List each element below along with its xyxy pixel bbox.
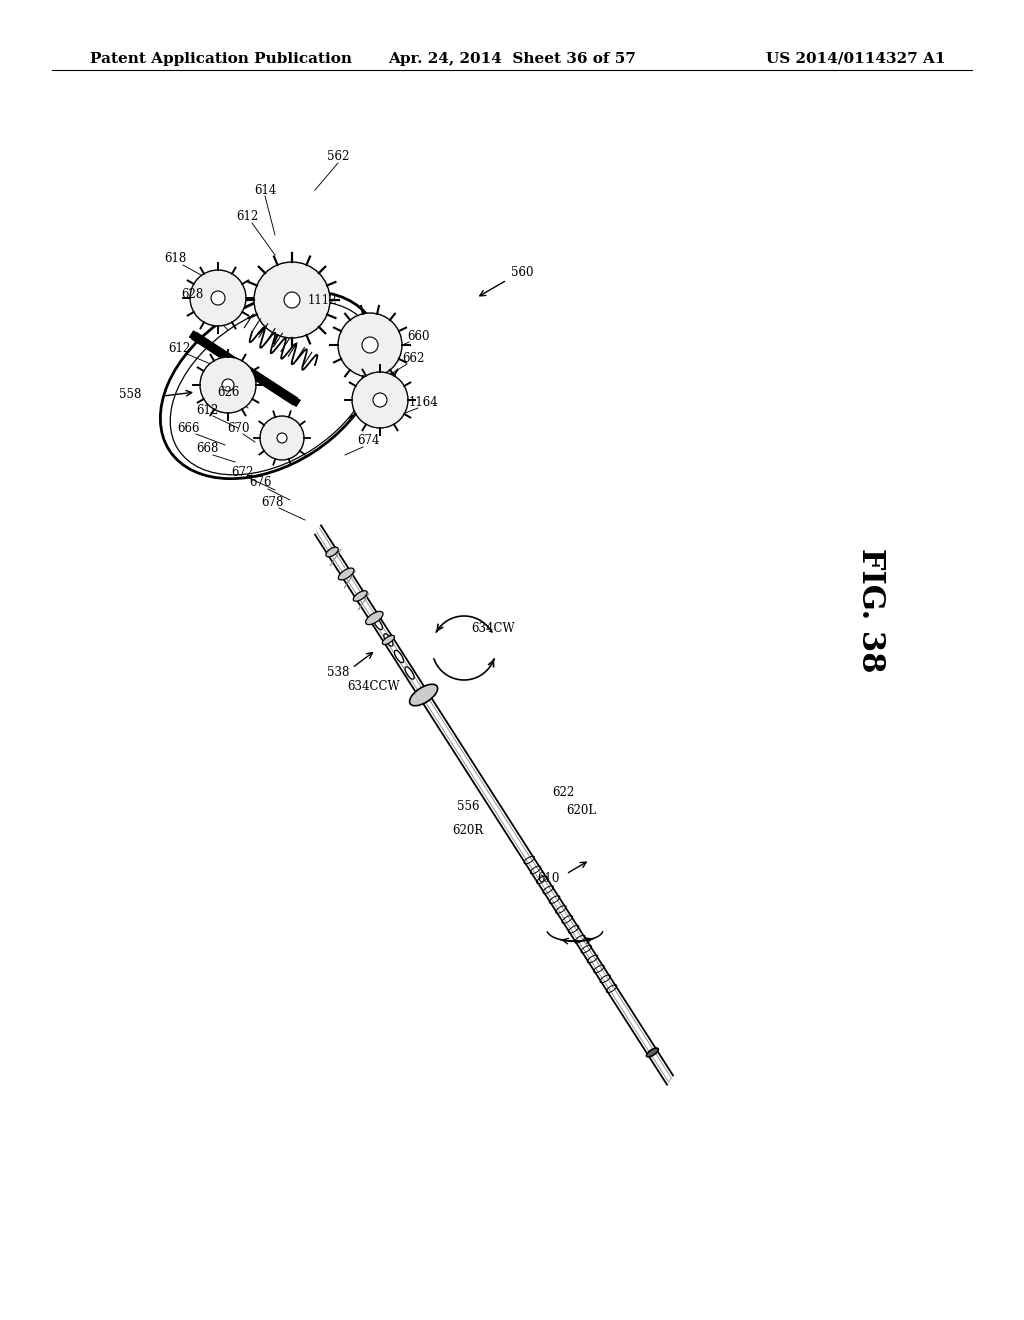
Text: 662: 662 xyxy=(401,351,424,364)
Text: 622: 622 xyxy=(552,787,574,800)
Circle shape xyxy=(278,433,287,444)
Ellipse shape xyxy=(353,591,368,601)
Text: 560: 560 xyxy=(511,265,534,279)
Text: 618: 618 xyxy=(164,252,186,264)
Ellipse shape xyxy=(646,1048,658,1057)
Circle shape xyxy=(190,271,246,326)
Text: 660: 660 xyxy=(408,330,430,342)
Circle shape xyxy=(352,372,408,428)
Ellipse shape xyxy=(161,292,380,479)
Circle shape xyxy=(200,356,256,413)
Text: 620R: 620R xyxy=(453,824,483,837)
Text: 612: 612 xyxy=(236,210,258,223)
Text: 558: 558 xyxy=(119,388,141,401)
Text: 674: 674 xyxy=(357,434,380,447)
Circle shape xyxy=(222,379,234,391)
Circle shape xyxy=(284,292,300,308)
Text: 562: 562 xyxy=(327,150,349,164)
Circle shape xyxy=(254,261,330,338)
Text: 538: 538 xyxy=(327,665,349,678)
Text: 628: 628 xyxy=(181,288,203,301)
Text: 668: 668 xyxy=(196,442,218,455)
Text: 676: 676 xyxy=(250,477,272,490)
Text: 610: 610 xyxy=(537,871,559,884)
Text: 620L: 620L xyxy=(566,804,596,817)
Text: 1164: 1164 xyxy=(410,396,439,408)
Circle shape xyxy=(373,393,387,407)
Text: US 2014/0114327 A1: US 2014/0114327 A1 xyxy=(766,51,945,66)
Ellipse shape xyxy=(382,635,394,644)
Text: 626: 626 xyxy=(217,387,240,400)
Text: 670: 670 xyxy=(226,421,249,434)
Ellipse shape xyxy=(366,611,383,624)
Text: 612: 612 xyxy=(196,404,218,417)
Ellipse shape xyxy=(410,684,437,706)
Text: 556: 556 xyxy=(457,800,479,813)
Text: 614: 614 xyxy=(254,183,276,197)
Text: 672: 672 xyxy=(230,466,253,479)
Text: Patent Application Publication: Patent Application Publication xyxy=(90,51,352,66)
Text: 666: 666 xyxy=(178,421,201,434)
Text: Apr. 24, 2014  Sheet 36 of 57: Apr. 24, 2014 Sheet 36 of 57 xyxy=(388,51,636,66)
Text: 634CW: 634CW xyxy=(471,623,515,635)
Circle shape xyxy=(338,313,402,378)
Circle shape xyxy=(211,290,225,305)
Text: 634CCW: 634CCW xyxy=(348,680,400,693)
Ellipse shape xyxy=(326,548,338,557)
Circle shape xyxy=(362,337,378,352)
Ellipse shape xyxy=(338,568,354,579)
Text: FIG. 38: FIG. 38 xyxy=(854,548,886,672)
Circle shape xyxy=(260,416,304,459)
Text: 678: 678 xyxy=(261,495,284,508)
Text: 612: 612 xyxy=(168,342,190,355)
Text: 1112: 1112 xyxy=(307,293,337,306)
